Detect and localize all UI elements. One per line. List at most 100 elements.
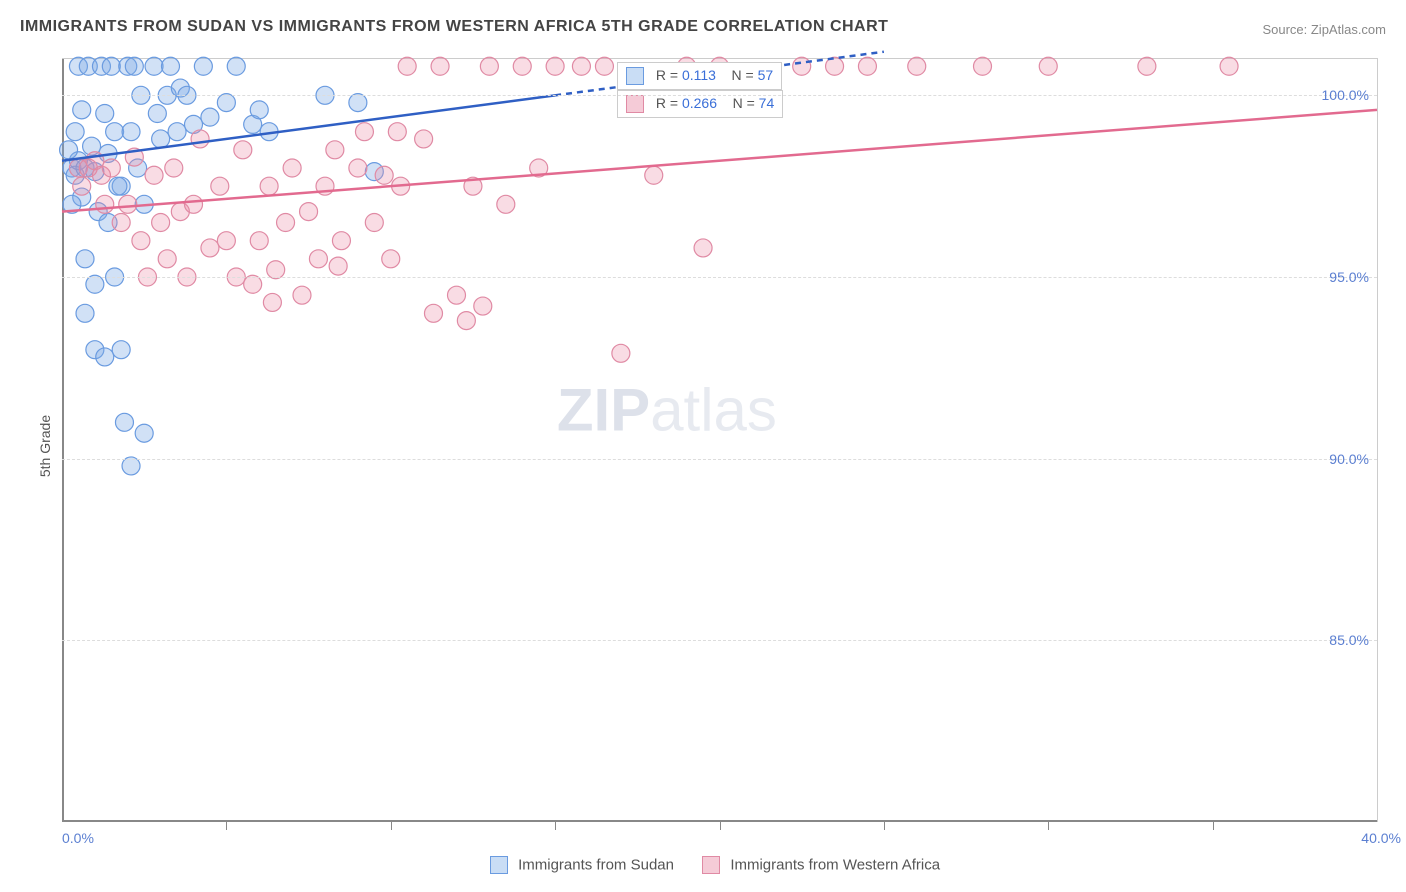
scatter-point-sudan bbox=[125, 57, 143, 75]
x-tick-mark bbox=[391, 822, 392, 830]
chart-container: IMMIGRANTS FROM SUDAN VS IMMIGRANTS FROM… bbox=[0, 0, 1406, 892]
scatter-point-western_africa bbox=[283, 159, 301, 177]
x-tick-mark bbox=[1213, 822, 1214, 830]
plot-area: ZIPatlas R = 0.113 N = 57 R = 0.266 N = … bbox=[62, 58, 1378, 822]
scatter-point-sudan bbox=[115, 413, 133, 431]
scatter-point-western_africa bbox=[908, 57, 926, 75]
scatter-point-sudan bbox=[194, 57, 212, 75]
scatter-point-western_africa bbox=[365, 214, 383, 232]
scatter-point-western_africa bbox=[73, 177, 91, 195]
scatter-point-western_africa bbox=[375, 166, 393, 184]
scatter-point-western_africa bbox=[185, 195, 203, 213]
scatter-point-sudan bbox=[102, 57, 120, 75]
scatter-point-western_africa bbox=[448, 286, 466, 304]
source-label: Source: bbox=[1262, 22, 1310, 37]
scatter-point-western_africa bbox=[217, 232, 235, 250]
scatter-point-western_africa bbox=[424, 304, 442, 322]
y-tick-label: 95.0% bbox=[1329, 269, 1369, 285]
plot-svg bbox=[62, 59, 1377, 822]
scatter-point-western_africa bbox=[250, 232, 268, 250]
x-tick-mark bbox=[226, 822, 227, 830]
legend-swatch-western-africa-icon bbox=[702, 856, 720, 874]
scatter-point-western_africa bbox=[332, 232, 350, 250]
scatter-point-western_africa bbox=[263, 293, 281, 311]
scatter-point-sudan bbox=[66, 123, 84, 141]
legend: Immigrants from Sudan Immigrants from We… bbox=[0, 856, 1406, 874]
scatter-point-sudan bbox=[112, 341, 130, 359]
y-tick-label: 85.0% bbox=[1329, 632, 1369, 648]
scatter-point-western_africa bbox=[858, 57, 876, 75]
scatter-point-western_africa bbox=[793, 57, 811, 75]
y-axis-label: 5th Grade bbox=[37, 415, 53, 477]
scatter-point-western_africa bbox=[513, 57, 531, 75]
scatter-point-western_africa bbox=[191, 130, 209, 148]
y-tick-label: 100.0% bbox=[1322, 87, 1369, 103]
x-tick-mark bbox=[720, 822, 721, 830]
legend-label-western-africa: Immigrants from Western Africa bbox=[730, 857, 940, 874]
scatter-point-western_africa bbox=[293, 286, 311, 304]
x-tick-right: 40.0% bbox=[1361, 830, 1401, 846]
scatter-point-western_africa bbox=[112, 214, 130, 232]
scatter-point-western_africa bbox=[326, 141, 344, 159]
gridline-h bbox=[62, 277, 1377, 278]
scatter-point-western_africa bbox=[260, 177, 278, 195]
scatter-point-western_africa bbox=[497, 195, 515, 213]
scatter-point-sudan bbox=[60, 141, 78, 159]
scatter-point-western_africa bbox=[277, 214, 295, 232]
scatter-point-western_africa bbox=[1138, 57, 1156, 75]
scatter-point-western_africa bbox=[329, 257, 347, 275]
legend-label-sudan: Immigrants from Sudan bbox=[518, 857, 674, 874]
scatter-point-western_africa bbox=[300, 203, 318, 221]
x-tick-mark bbox=[884, 822, 885, 830]
x-tick-mark bbox=[555, 822, 556, 830]
scatter-point-western_africa bbox=[612, 344, 630, 362]
scatter-point-sudan bbox=[76, 304, 94, 322]
scatter-point-western_africa bbox=[96, 195, 114, 213]
scatter-point-western_africa bbox=[349, 159, 367, 177]
n-value-wa: 74 bbox=[759, 95, 775, 111]
scatter-point-sudan bbox=[145, 57, 163, 75]
n-label-sudan: N = bbox=[732, 67, 758, 83]
scatter-point-sudan bbox=[109, 177, 127, 195]
scatter-point-western_africa bbox=[398, 57, 416, 75]
scatter-point-sudan bbox=[161, 57, 179, 75]
gridline-h bbox=[62, 640, 1377, 641]
scatter-point-western_africa bbox=[355, 123, 373, 141]
scatter-point-western_africa bbox=[388, 123, 406, 141]
scatter-point-sudan bbox=[96, 348, 114, 366]
scatter-point-sudan bbox=[148, 105, 166, 123]
scatter-point-western_africa bbox=[201, 239, 219, 257]
scatter-point-western_africa bbox=[457, 312, 475, 330]
n-value-sudan: 57 bbox=[758, 67, 774, 83]
gridline-h bbox=[62, 459, 1377, 460]
scatter-point-sudan bbox=[122, 123, 140, 141]
scatter-point-western_africa bbox=[152, 214, 170, 232]
scatter-point-western_africa bbox=[474, 297, 492, 315]
legend-swatch-sudan-icon bbox=[490, 856, 508, 874]
n-label-wa: N = bbox=[733, 95, 759, 111]
scatter-point-sudan bbox=[96, 105, 114, 123]
swatch-western-africa-icon bbox=[626, 95, 644, 113]
scatter-point-western_africa bbox=[1039, 57, 1057, 75]
scatter-point-western_africa bbox=[974, 57, 992, 75]
x-tick-left: 0.0% bbox=[62, 830, 94, 846]
scatter-point-western_africa bbox=[431, 57, 449, 75]
scatter-point-western_africa bbox=[546, 57, 564, 75]
scatter-point-western_africa bbox=[694, 239, 712, 257]
swatch-sudan-icon bbox=[626, 67, 644, 85]
x-tick-mark bbox=[1048, 822, 1049, 830]
scatter-point-western_africa bbox=[119, 195, 137, 213]
scatter-point-sudan bbox=[135, 424, 153, 442]
scatter-point-sudan bbox=[168, 123, 186, 141]
scatter-point-sudan bbox=[73, 101, 91, 119]
scatter-point-sudan bbox=[106, 123, 124, 141]
scatter-point-western_africa bbox=[595, 57, 613, 75]
scatter-point-western_africa bbox=[309, 250, 327, 268]
scatter-point-western_africa bbox=[211, 177, 229, 195]
r-label-wa: R = bbox=[656, 95, 682, 111]
scatter-point-sudan bbox=[76, 250, 94, 268]
r-value-sudan: 0.113 bbox=[682, 67, 716, 83]
source-value: ZipAtlas.com bbox=[1311, 22, 1386, 37]
scatter-point-western_africa bbox=[234, 141, 252, 159]
scatter-point-western_africa bbox=[132, 232, 150, 250]
